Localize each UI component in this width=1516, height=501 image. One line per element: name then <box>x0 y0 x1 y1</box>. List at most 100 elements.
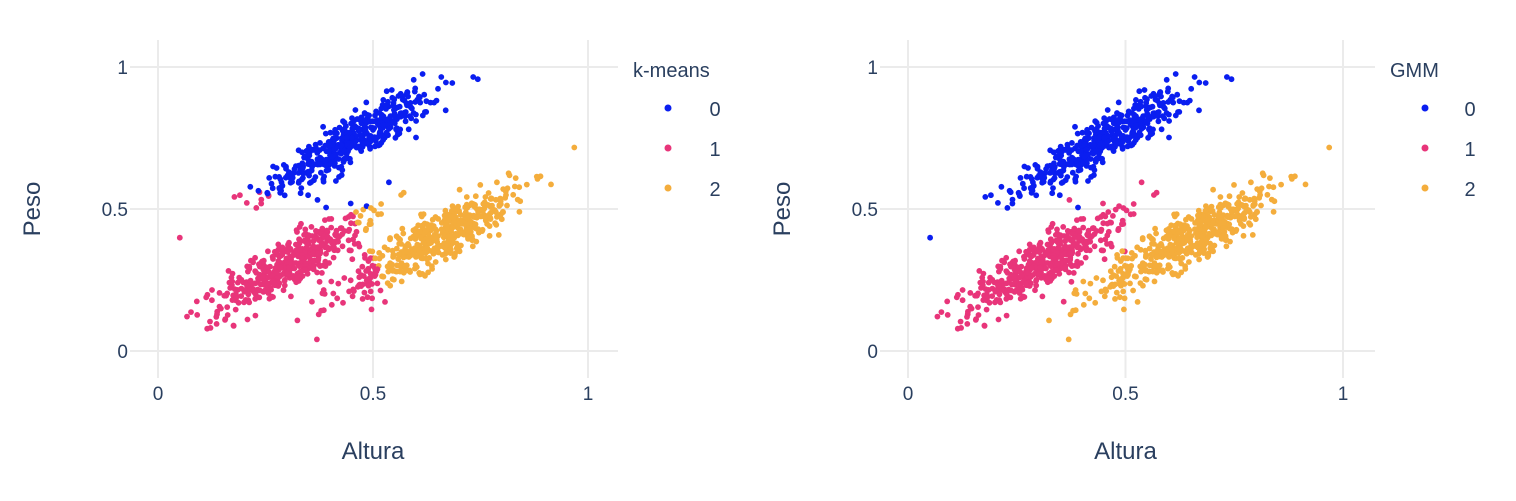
data-point-cluster-2 <box>379 252 386 259</box>
data-point-cluster-0 <box>322 130 329 137</box>
data-point-cluster-2 <box>384 280 391 286</box>
data-point-cluster-2 <box>354 219 361 226</box>
data-point-cluster-1 <box>367 288 374 295</box>
data-point-cluster-0 <box>1099 159 1106 166</box>
data-point-cluster-1 <box>1064 228 1071 234</box>
data-point-cluster-2 <box>405 248 411 255</box>
data-point-cluster-2 <box>1134 299 1141 305</box>
data-point-cluster-1 <box>360 273 367 279</box>
data-point-cluster-1 <box>286 259 293 266</box>
data-point-cluster-0 <box>1081 141 1088 148</box>
data-point-cluster-1 <box>345 237 352 244</box>
data-point-cluster-0 <box>1148 93 1155 99</box>
data-point-cluster-2 <box>399 225 406 232</box>
data-point-cluster-1 <box>207 318 213 325</box>
data-point-cluster-1 <box>273 269 280 276</box>
data-point-cluster-1 <box>1074 217 1080 224</box>
data-point-cluster-2 <box>387 235 393 241</box>
data-point-cluster-2 <box>458 242 464 249</box>
data-point-cluster-0 <box>1117 112 1123 118</box>
data-point-cluster-2 <box>1185 226 1192 233</box>
data-point-cluster-2 <box>1223 243 1230 250</box>
data-point-cluster-2 <box>456 220 463 227</box>
data-point-cluster-0 <box>1073 173 1079 180</box>
data-point-cluster-2 <box>1217 214 1224 221</box>
data-point-cluster-2 <box>1278 181 1284 188</box>
data-point-cluster-1 <box>290 252 297 259</box>
data-point-cluster-1 <box>369 295 375 302</box>
data-point-cluster-2 <box>441 232 448 239</box>
data-point-cluster-2 <box>1073 291 1080 297</box>
data-point-cluster-0 <box>329 153 336 160</box>
data-point-cluster-1 <box>313 228 319 234</box>
data-point-cluster-0 <box>383 116 390 123</box>
data-point-cluster-1 <box>1108 243 1115 250</box>
data-point-cluster-2 <box>481 205 488 212</box>
data-point-cluster-0 <box>1074 130 1081 137</box>
data-point-cluster-0 <box>341 148 348 154</box>
data-point-cluster-1 <box>253 269 260 276</box>
data-point-cluster-2 <box>1186 259 1192 265</box>
data-point-cluster-0 <box>421 91 428 98</box>
data-point-cluster-1 <box>1120 205 1127 211</box>
data-point-cluster-0 <box>316 156 323 163</box>
data-point-cluster-2 <box>1254 209 1260 216</box>
data-point-cluster-2 <box>385 246 391 253</box>
data-point-cluster-0 <box>1116 119 1122 126</box>
data-point-cluster-1 <box>1020 294 1027 300</box>
data-point-cluster-2 <box>1171 211 1177 218</box>
data-point-cluster-1 <box>1033 282 1040 289</box>
data-point-cluster-0 <box>277 189 284 196</box>
data-point-cluster-1 <box>318 307 325 314</box>
data-point-cluster-0 <box>395 93 402 99</box>
data-point-cluster-2 <box>1258 185 1265 192</box>
data-point-cluster-2 <box>1139 235 1146 241</box>
data-point-cluster-2 <box>476 206 483 213</box>
data-point-cluster-1 <box>1054 226 1060 233</box>
data-point-cluster-1 <box>1080 224 1087 231</box>
data-point-cluster-0 <box>409 105 415 112</box>
data-point-cluster-0 <box>336 124 343 131</box>
data-point-cluster-0 <box>1180 99 1187 106</box>
data-point-cluster-2 <box>1226 193 1233 200</box>
data-point-cluster-2 <box>1217 194 1224 200</box>
data-point-cluster-1 <box>324 244 331 251</box>
legend-marker <box>664 144 672 152</box>
data-point-cluster-1 <box>246 299 253 306</box>
data-point-cluster-1 <box>188 309 194 315</box>
data-point-cluster-1 <box>1082 254 1089 261</box>
data-point-cluster-0 <box>1126 109 1133 116</box>
data-point-cluster-2 <box>1153 230 1159 237</box>
data-point-cluster-0 <box>1186 97 1193 104</box>
data-point-cluster-1 <box>324 227 330 234</box>
data-point-cluster-2 <box>1113 289 1120 296</box>
data-point-cluster-1 <box>1115 225 1122 232</box>
data-point-cluster-2 <box>500 186 507 193</box>
data-point-cluster-0 <box>1050 176 1057 183</box>
data-point-cluster-2 <box>1158 248 1164 255</box>
data-point-cluster-2 <box>482 194 489 200</box>
data-point-cluster-1 <box>225 268 232 274</box>
data-point-cluster-1 <box>984 293 991 300</box>
data-point-cluster-2 <box>422 250 429 256</box>
data-point-cluster-0 <box>1056 192 1063 199</box>
data-point-cluster-1 <box>1003 280 1010 287</box>
data-point-cluster-0 <box>1009 200 1016 207</box>
data-point-cluster-1 <box>367 255 374 261</box>
data-point-cluster-1 <box>1130 201 1137 207</box>
data-point-cluster-1 <box>258 200 265 207</box>
data-point-cluster-2 <box>1257 192 1263 198</box>
data-point-cluster-0 <box>443 79 449 86</box>
data-point-cluster-0 <box>474 76 481 83</box>
y-axis-title: Peso <box>19 182 46 237</box>
data-point-cluster-1 <box>1097 237 1104 244</box>
data-point-cluster-2 <box>1143 267 1149 273</box>
data-point-cluster-2 <box>1248 179 1254 186</box>
x-axis-title: Altura <box>342 438 405 465</box>
data-point-cluster-0 <box>317 140 323 146</box>
data-point-cluster-0 <box>1093 126 1100 133</box>
data-point-cluster-2 <box>1137 280 1144 286</box>
data-point-cluster-0 <box>264 190 271 197</box>
data-point-cluster-1 <box>1098 247 1105 254</box>
data-point-cluster-1 <box>238 293 245 299</box>
